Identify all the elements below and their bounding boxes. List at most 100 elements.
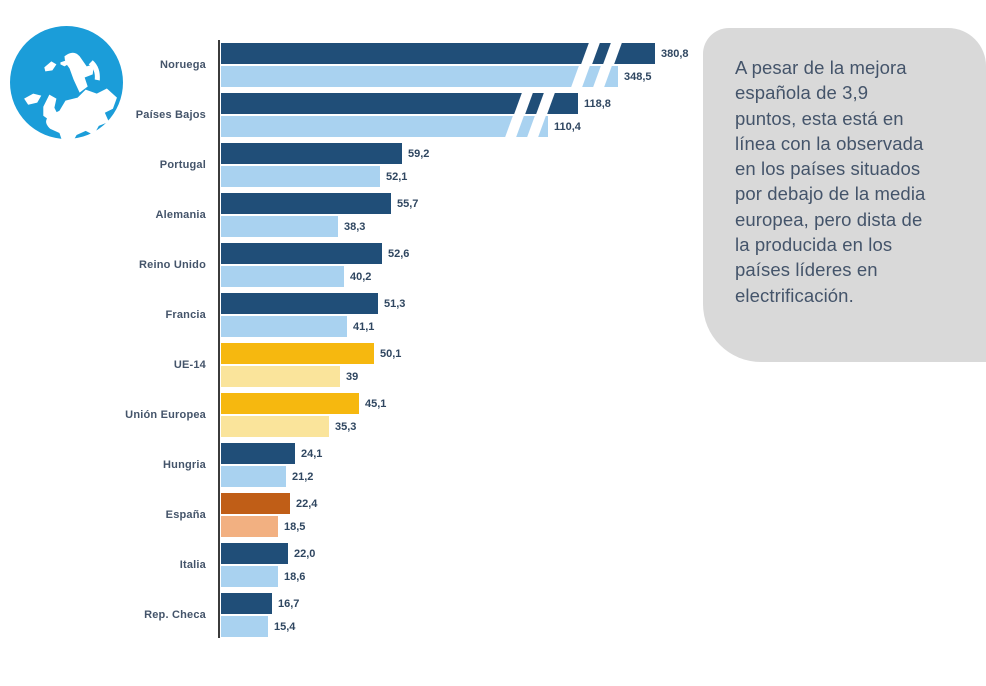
category-label-cell: Hungria [0,443,220,487]
chart-row-ue-14: UE-14 50,1 39 [0,343,700,387]
bar-dark [221,92,578,115]
bar-line-light: 21,2 [221,466,322,487]
chart-row-portugal: Portugal 59,2 52,1 [0,143,700,187]
bar-value-label: 380,8 [661,47,689,60]
bar-dark [221,393,359,414]
category-label-cell: UE-14 [0,343,220,387]
bars-cell: 16,7 15,4 [220,593,299,637]
axis-break-mark [526,115,547,138]
bar-value-label: 38,3 [344,220,366,233]
bar-light [221,566,278,587]
bar-value-label: 35,3 [335,420,357,433]
bar-value-label: 348,5 [624,70,652,83]
category-label-cell: Francia [0,293,220,337]
bar-dark [221,243,382,264]
bar-value-label: 40,2 [350,270,372,283]
category-label: Países Bajos [135,109,206,121]
bar-line-dark: 51,3 [221,293,405,314]
category-label: Unión Europea [125,409,206,421]
category-label: Noruega [159,59,206,71]
axis-break-mark [580,42,601,65]
bar-line-dark: 45,1 [221,393,386,414]
bar-line-light: 15,4 [221,616,299,637]
bar-line-light: 38,3 [221,216,418,237]
bar-line-dark: 22,0 [221,543,315,564]
bar-value-label: 22,0 [294,547,316,560]
bar-line-light: 40,2 [221,266,409,287]
bar-line-light: 18,5 [221,516,317,537]
chart-row-hungria: Hungria 24,1 21,2 [0,443,700,487]
category-label-cell: Países Bajos [0,93,220,137]
bar-value-label: 50,1 [380,347,402,360]
category-label: Rep. Checa [144,609,206,621]
chart-axis-line [218,40,220,638]
bar-value-label: 55,7 [397,197,419,210]
bar-light [221,65,618,88]
category-label: Alemania [155,209,206,221]
chart-row-noruega: Noruega 380,8 348,5 [0,42,700,88]
bar-dark [221,293,378,314]
bar-line-dark: 22,4 [221,493,317,514]
bars-cell: 59,2 52,1 [220,143,429,187]
bar-dark [221,443,295,464]
bar-line-light: 41,1 [221,316,405,337]
bar-light [221,316,347,337]
category-label-cell: Portugal [0,143,220,187]
bar-line-dark: 52,6 [221,243,409,264]
chart-row-espana: España 22,4 18,5 [0,493,700,537]
bar-line-dark: 24,1 [221,443,322,464]
bar-line-dark: 16,7 [221,593,299,614]
category-label-cell: Alemania [0,193,220,237]
axis-break-mark [535,92,556,115]
category-label-cell: Reino Unido [0,243,220,287]
bar-line-dark: 55,7 [221,193,418,214]
bars-cell: 22,4 18,5 [220,493,317,537]
bar-value-label: 16,7 [278,597,300,610]
bars-cell: 45,1 35,3 [220,393,386,437]
bars-cell: 118,8 110,4 [220,92,611,138]
bar-light [221,516,278,537]
bar-line-dark: 50,1 [221,343,401,364]
category-label-cell: Rep. Checa [0,593,220,637]
bar-light [221,466,286,487]
bars-cell: 22,0 18,6 [220,543,315,587]
commentary-text: A pesar de la mejora española de 3,9 pun… [735,57,926,306]
bar-value-label: 18,6 [284,570,306,583]
bar-line-light: 348,5 [221,65,689,88]
bar-value-label: 24,1 [301,447,323,460]
bar-value-label: 118,8 [584,97,611,110]
category-label: Hungria [163,459,206,471]
bar-light [221,216,338,237]
bar-value-label: 52,1 [386,170,408,183]
bars-cell: 24,1 21,2 [220,443,322,487]
chart-row-union-europea: Unión Europea 45,1 35,3 [0,393,700,437]
category-label: UE-14 [173,359,206,371]
bar-light [221,266,344,287]
category-label: España [165,509,206,521]
chart-row-rep-checa: Rep. Checa 16,7 15,4 [0,593,700,637]
bar-value-label: 15,4 [274,620,296,633]
bar-light [221,166,380,187]
bar-line-light: 35,3 [221,416,386,437]
axis-break-mark [602,42,623,65]
bar-value-label: 21,2 [292,470,314,483]
bar-value-label: 51,3 [384,297,406,310]
category-label: Portugal [159,159,206,171]
bar-line-dark: 59,2 [221,143,429,164]
bar-light [221,115,548,138]
bar-value-label: 41,1 [353,320,375,333]
bars-cell: 52,6 40,2 [220,243,409,287]
axis-break-mark [513,92,534,115]
bar-light [221,416,329,437]
bars-cell: 380,8 348,5 [220,42,689,88]
bar-value-label: 18,5 [284,520,306,533]
bar-light [221,366,340,387]
bar-line-dark: 380,8 [221,42,689,65]
bar-value-label: 110,4 [554,120,581,133]
bar-light [221,616,268,637]
category-label: Reino Unido [139,259,206,271]
bar-dark [221,343,374,364]
category-label-cell: España [0,493,220,537]
category-label: Francia [165,309,206,321]
